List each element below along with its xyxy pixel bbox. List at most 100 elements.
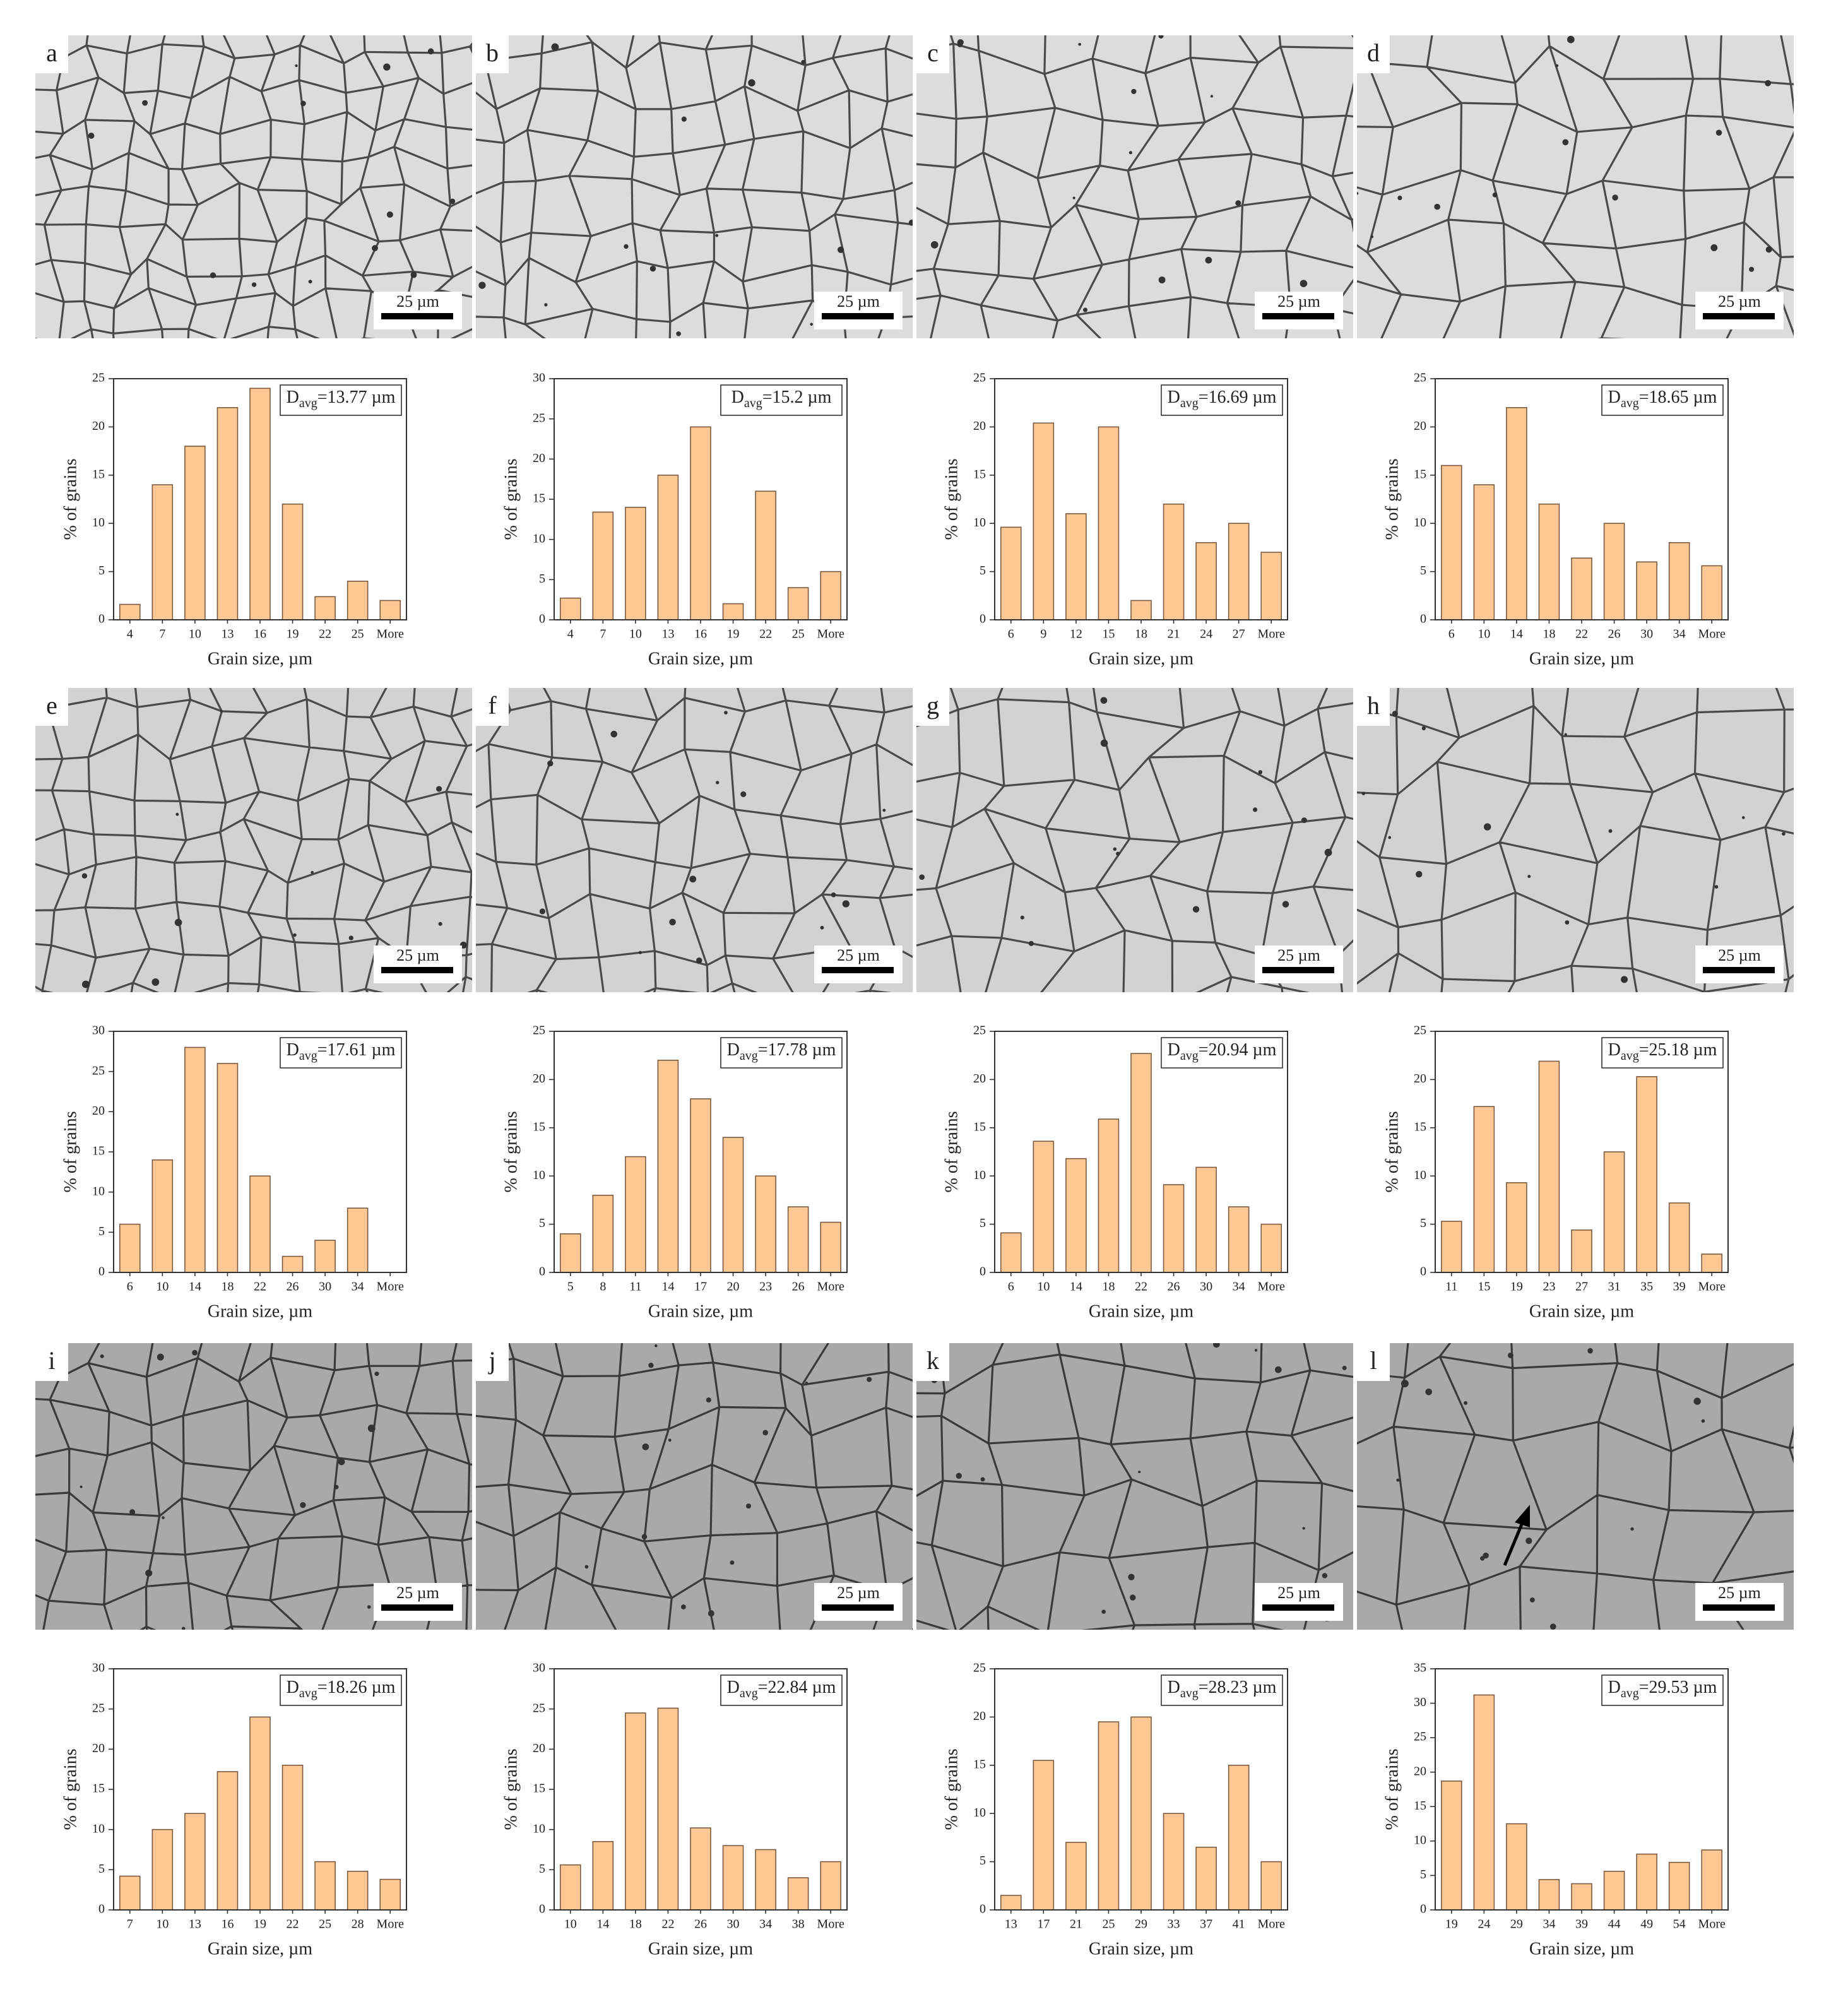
pore <box>478 281 486 289</box>
annotation-subscript: avg <box>1621 396 1639 410</box>
bar <box>1636 561 1657 620</box>
panel-label: i <box>48 1346 55 1375</box>
pore <box>584 1565 589 1569</box>
panel-label: a <box>46 39 57 67</box>
pore <box>1302 1527 1305 1530</box>
x-axis-label: Grain size, µm <box>208 1939 312 1958</box>
scale-bar <box>822 313 894 319</box>
pore <box>638 951 642 954</box>
bar <box>249 388 271 620</box>
scale-bar-label: 25 µm <box>396 292 439 311</box>
annotation-box <box>1601 1037 1724 1069</box>
micrograph-background <box>916 688 1353 992</box>
x-tick-label: 14 <box>1070 1280 1082 1294</box>
x-axis-label: Grain size, µm <box>1089 1939 1194 1958</box>
annotation: Davg=18.26 µm <box>287 1678 396 1700</box>
pore <box>374 1372 379 1377</box>
annotation-box <box>1161 384 1283 416</box>
y-tick-label: 35 <box>1414 1661 1426 1675</box>
y-tick-label: 15 <box>973 1120 986 1134</box>
x-tick-label: More <box>377 627 404 641</box>
x-tick-label: 49 <box>1640 1917 1653 1931</box>
y-tick-label: 20 <box>1414 1072 1426 1086</box>
bar <box>1163 1813 1185 1911</box>
annotation-symbol: D <box>1608 1040 1621 1060</box>
x-tick-label: 15 <box>1102 627 1115 641</box>
pore <box>740 791 747 797</box>
x-tick-label: 34 <box>1673 627 1686 641</box>
pore <box>100 1354 104 1358</box>
pore <box>745 1503 752 1509</box>
x-tick-label: 37 <box>1200 1917 1212 1931</box>
pore <box>1138 1470 1141 1474</box>
plot-frame <box>994 1668 1288 1911</box>
x-tick-label: More <box>377 1280 404 1294</box>
x-tick-label: 27 <box>1575 1280 1588 1294</box>
micrograph <box>1357 688 1794 992</box>
pore <box>1078 42 1082 46</box>
bar <box>1195 1846 1217 1911</box>
micrograph <box>916 35 1353 338</box>
pore <box>1714 885 1719 889</box>
y-tick-label: 20 <box>1414 1764 1426 1778</box>
panel-label: g <box>927 691 939 720</box>
bar <box>1571 557 1592 620</box>
pore <box>88 133 95 139</box>
bar <box>820 1861 842 1911</box>
annotation: Davg=16.69 µm <box>1168 388 1277 410</box>
pore <box>882 809 886 812</box>
panel-label: b <box>486 39 499 67</box>
x-tick-label: More <box>1258 1917 1285 1931</box>
x-tick-label: 6 <box>1008 1280 1014 1294</box>
x-tick-label: 19 <box>287 627 299 641</box>
pore <box>820 925 824 930</box>
x-axis-label: Grain size, µm <box>1529 1301 1634 1321</box>
pore <box>251 282 257 287</box>
annotation-symbol: D <box>1608 388 1621 407</box>
x-tick-label: More <box>817 1917 844 1931</box>
pore <box>1253 807 1258 812</box>
annotation-value: =13.77 µm <box>317 388 396 407</box>
y-tick-label: 10 <box>533 531 545 545</box>
x-tick-label: 22 <box>1135 1280 1147 1294</box>
micrograph <box>476 688 913 992</box>
x-tick-label: 38 <box>792 1917 805 1931</box>
y-tick-label: 5 <box>539 572 545 586</box>
bar <box>1538 1879 1560 1911</box>
pore <box>1274 1366 1282 1373</box>
pore <box>300 100 306 107</box>
x-tick-label: 10 <box>156 1917 169 1931</box>
y-tick-label: 25 <box>533 411 545 425</box>
x-tick-label: 26 <box>1608 627 1621 641</box>
micrograph <box>1357 35 1794 338</box>
y-tick-label: 25 <box>973 1024 986 1038</box>
y-tick-label: 5 <box>980 564 986 578</box>
annotation-subscript: avg <box>299 1686 317 1700</box>
micrograph-background <box>35 1343 472 1630</box>
annotation: Davg=20.94 µm <box>1168 1040 1277 1062</box>
pore <box>1565 920 1570 925</box>
y-tick-label: 10 <box>92 1184 105 1198</box>
bar <box>559 597 581 620</box>
y-tick-label: 25 <box>1414 371 1426 385</box>
pore <box>1492 193 1498 198</box>
annotation: Davg=22.84 µm <box>727 1678 836 1700</box>
x-tick-label: 13 <box>221 627 234 641</box>
x-tick-label: 10 <box>1478 627 1490 641</box>
pore <box>1158 276 1166 283</box>
pore <box>708 1610 714 1617</box>
plot-frame <box>994 378 1288 620</box>
scale-bar-label: 25 µm <box>1718 1584 1761 1602</box>
y-tick-label: 15 <box>92 467 105 481</box>
bar <box>1506 407 1527 620</box>
pore <box>956 1473 962 1479</box>
bar <box>1228 523 1250 620</box>
pore <box>1388 836 1392 839</box>
annotation: Davg=25.18 µm <box>1608 1040 1717 1062</box>
bar <box>657 1060 679 1273</box>
y-tick-label: 20 <box>973 1072 986 1086</box>
pore <box>730 1560 735 1565</box>
y-tick-label: 10 <box>973 516 986 530</box>
y-tick-label: 20 <box>973 419 986 433</box>
pore <box>680 1604 686 1609</box>
